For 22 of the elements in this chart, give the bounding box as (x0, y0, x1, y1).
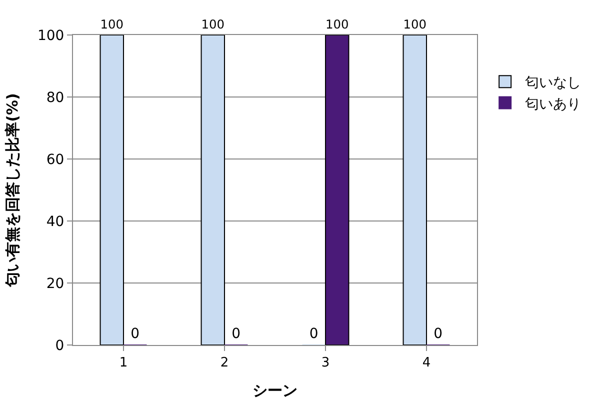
x-tick-label: 1 (119, 356, 128, 371)
y-tick-label: 60 (46, 152, 64, 168)
data-label: 0 (434, 326, 443, 342)
y-tick-label: 40 (46, 214, 64, 230)
legend-label: 匂いあり (525, 96, 582, 112)
y-tick-label: 20 (46, 276, 64, 292)
x-tick-label: 4 (422, 356, 431, 371)
x-axis-title: シーン (252, 382, 298, 400)
data-label: 100 (326, 18, 349, 32)
x-tick-label: 2 (220, 356, 229, 371)
y-tick-label: 80 (46, 90, 64, 106)
data-label: 100 (403, 18, 426, 32)
data-label: 100 (201, 18, 224, 32)
y-tick-label: 100 (37, 28, 64, 44)
data-label: 0 (309, 326, 318, 342)
data-label: 100 (100, 18, 124, 32)
x-tick-label: 3 (321, 356, 330, 371)
y-axis-title: 匂い有無を回答した比率(%) (4, 93, 22, 288)
y-tick-label: 0 (55, 338, 64, 354)
data-label: 0 (130, 326, 140, 342)
data-label: 0 (232, 326, 241, 342)
legend-label: 匂いなし (525, 75, 582, 92)
